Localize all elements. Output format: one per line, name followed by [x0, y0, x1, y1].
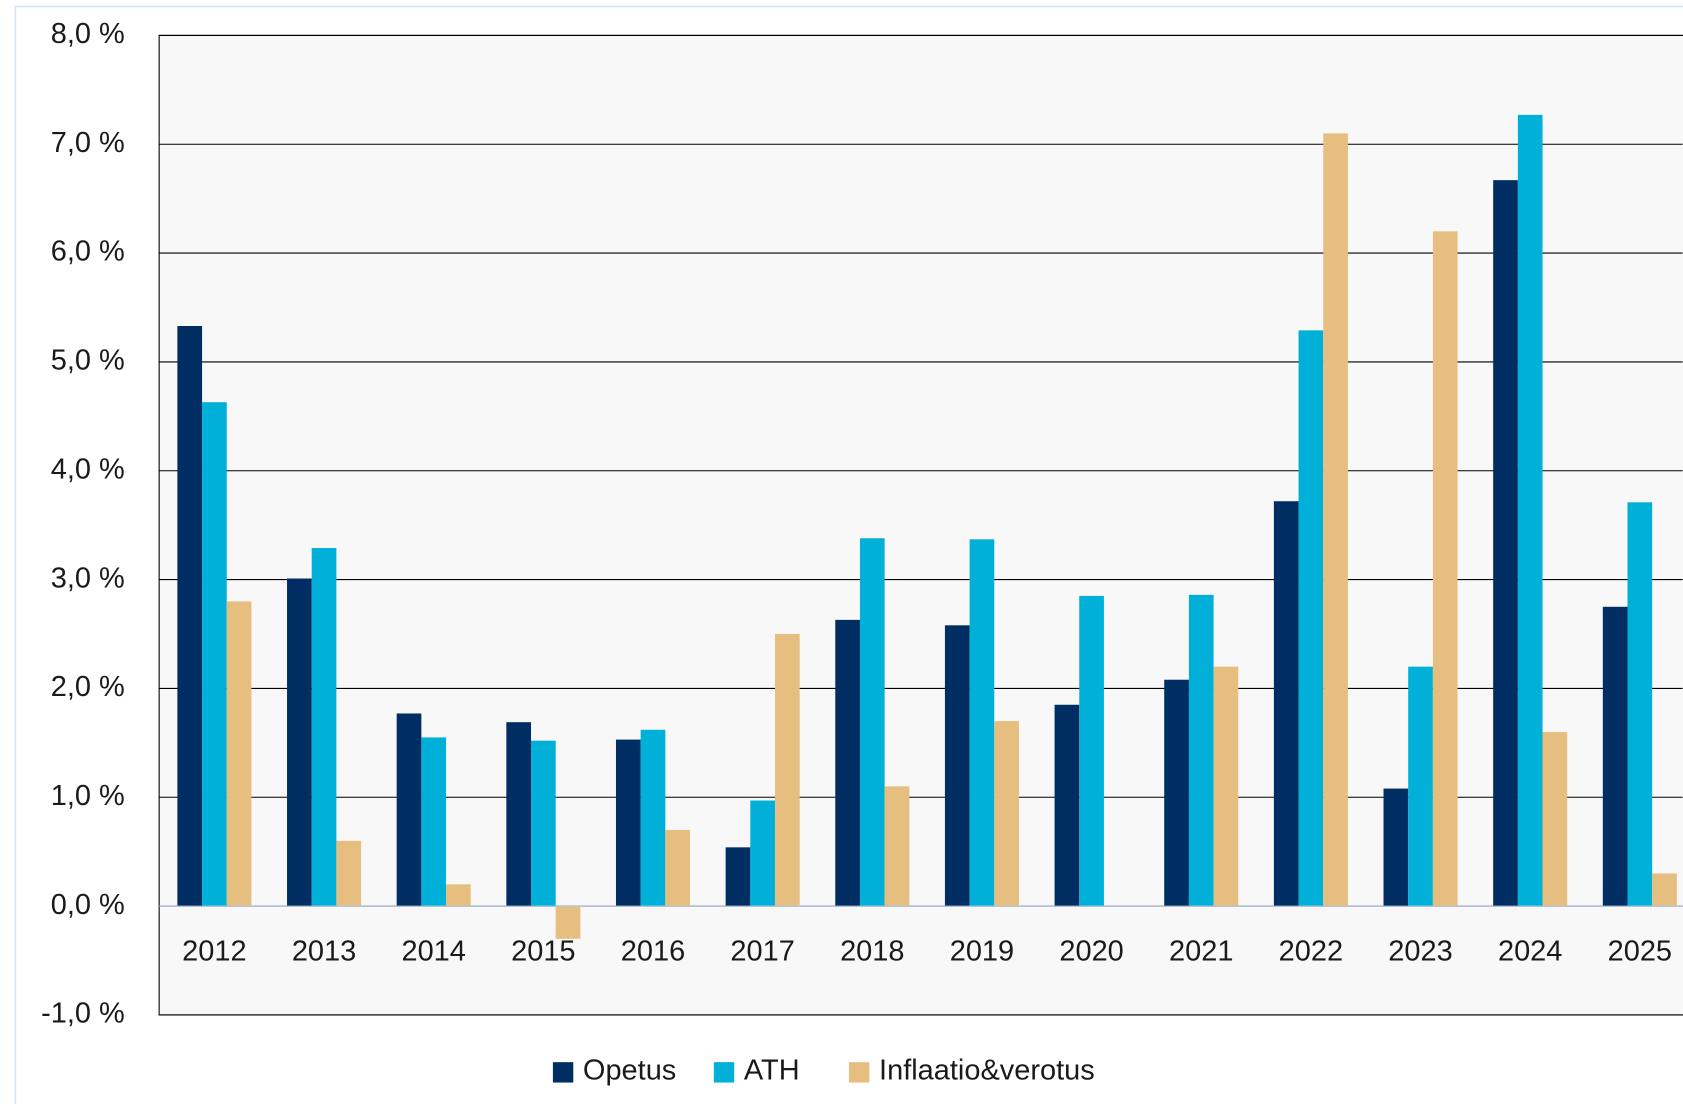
legend-swatch: [849, 1062, 870, 1083]
legend-label: Inflaatio&verotus: [879, 1054, 1095, 1086]
x-tick-label: 2014: [401, 935, 465, 967]
bar: [835, 619, 860, 907]
bar: [506, 722, 532, 907]
bar: [1323, 133, 1348, 907]
bar: [1164, 679, 1189, 907]
bar: [1273, 501, 1299, 907]
bar: [421, 737, 447, 907]
x-tick-label: 2020: [1059, 935, 1123, 967]
y-tick-label: 4,0 %: [51, 453, 125, 485]
x-tick-label: 2017: [730, 935, 794, 967]
bar: [396, 713, 422, 907]
bar: [994, 721, 1019, 907]
bar: [226, 601, 252, 907]
x-tick-label: 2015: [511, 935, 575, 967]
y-tick-label: 0,0 %: [51, 889, 125, 921]
x-tick-label: 2022: [1279, 935, 1343, 967]
legend-label: Opetus: [583, 1054, 676, 1086]
bar: [1213, 666, 1239, 907]
bar: [725, 847, 751, 907]
bar: [531, 740, 556, 907]
bar: [446, 884, 471, 907]
x-tick-label: 2021: [1169, 935, 1233, 967]
bar: [1652, 873, 1677, 907]
x-tick-label: 2019: [950, 935, 1014, 967]
bar: [287, 578, 312, 907]
y-tick-label: 3,0 %: [51, 562, 125, 594]
bar: [665, 829, 691, 907]
legend-swatch: [713, 1062, 735, 1083]
y-tick-label: 8,0 %: [51, 18, 125, 50]
bar: [969, 539, 995, 907]
x-tick-label: 2016: [621, 935, 685, 967]
bar: [1188, 594, 1214, 907]
bar: [615, 739, 641, 907]
bar: [1079, 595, 1104, 907]
y-tick-label: 7,0 %: [51, 127, 125, 159]
x-tick-label: 2013: [292, 935, 356, 967]
bar: [1298, 330, 1324, 907]
legend-swatch: [552, 1062, 574, 1083]
y-tick-label: -1,0 %: [41, 998, 125, 1030]
bar: [177, 326, 203, 907]
bar: [1408, 666, 1433, 907]
bar: [202, 402, 227, 907]
bar: [555, 906, 581, 939]
bar: [859, 538, 885, 907]
x-tick-label: 2018: [840, 935, 904, 967]
bar: [1432, 231, 1458, 907]
bar: [1493, 180, 1518, 907]
x-tick-label: 2012: [182, 935, 246, 967]
x-tick-label: 2024: [1498, 935, 1562, 967]
legend-label: ATH: [744, 1054, 800, 1086]
bar: [1602, 606, 1628, 907]
bar: [1627, 502, 1653, 907]
bar: [1542, 731, 1568, 907]
y-tick-label: 6,0 %: [51, 236, 125, 268]
bar: [336, 840, 362, 907]
x-tick-label: 2023: [1388, 935, 1452, 967]
bar: [884, 786, 910, 907]
bar: [1054, 704, 1080, 907]
bar: [1517, 114, 1543, 907]
x-tick-label: 2025: [1608, 935, 1672, 967]
bar: [944, 625, 970, 907]
bar: [311, 548, 337, 907]
bar: [774, 634, 800, 907]
bar: [1383, 788, 1409, 907]
bar: [640, 729, 666, 907]
y-tick-label: 1,0 %: [51, 780, 125, 812]
y-tick-label: 5,0 %: [51, 345, 125, 377]
bar: [750, 800, 775, 907]
y-tick-label: 2,0 %: [51, 671, 125, 703]
